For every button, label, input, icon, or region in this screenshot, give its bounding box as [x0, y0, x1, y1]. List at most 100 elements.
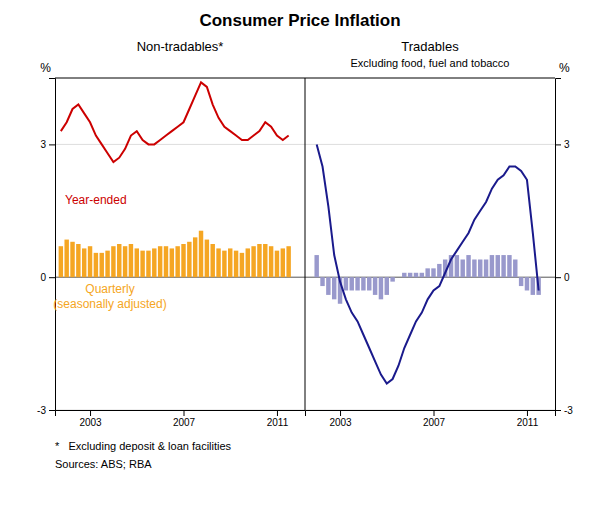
x-axis: 200320072011: [306, 410, 556, 428]
bar: [496, 255, 500, 277]
series-label: Year-ended: [65, 193, 127, 207]
bar: [519, 277, 523, 286]
bar: [82, 248, 86, 277]
bar: [94, 253, 98, 277]
tick-label: 2003: [329, 417, 352, 428]
bar: [361, 277, 365, 290]
y-axis-label: %: [40, 61, 51, 75]
bar: [263, 244, 267, 277]
bar: [390, 277, 394, 281]
bars: [314, 255, 540, 304]
bar: [123, 246, 127, 277]
bar: [140, 251, 144, 278]
bar: [193, 237, 197, 277]
x-tick: 2003: [79, 410, 102, 428]
bar: [437, 264, 441, 277]
grid-line: [305, 144, 555, 145]
axis-line: [306, 411, 556, 417]
y-axis-label: %: [559, 61, 570, 75]
panel: 2003 2007 2011 -3 0 3: [37, 78, 305, 428]
bar: [275, 251, 279, 278]
y-tick: -3: [555, 405, 573, 416]
bar: [152, 248, 156, 277]
bar: [425, 268, 429, 277]
series-label-line: (seasonally adjusted): [53, 297, 166, 311]
bar: [420, 273, 424, 277]
bar: [228, 248, 232, 277]
axis-line: [556, 79, 562, 411]
bar: [379, 277, 383, 299]
frame-top: [305, 78, 555, 79]
panel: 200320072011 -3 0 3: [305, 78, 573, 428]
bar: [478, 259, 482, 277]
bar: [501, 255, 505, 277]
bar: [59, 246, 63, 277]
y-tick: 0: [555, 272, 570, 283]
bar: [455, 255, 459, 277]
tick-label: 2011: [267, 417, 289, 428]
y-axis: -3 0 3: [37, 79, 55, 416]
bar: [76, 244, 80, 277]
grid: [55, 144, 305, 410]
footnote: Sources: ABS; RBA: [55, 458, 152, 470]
chart-svg: Consumer Price Inflation200320072011-303…: [0, 0, 600, 512]
bar: [320, 277, 324, 286]
tick-mark: [49, 410, 55, 411]
bar: [332, 277, 336, 299]
line: [61, 82, 289, 162]
bar: [146, 251, 150, 278]
tick-label: -3: [564, 405, 573, 416]
bars: [59, 231, 291, 277]
y-tick: 0: [40, 272, 55, 283]
bar: [88, 246, 92, 277]
bar: [70, 242, 74, 277]
tick-label: 0: [40, 272, 46, 283]
series-label-line: Quarterly: [85, 282, 134, 296]
bar: [490, 255, 494, 277]
frame-top: [55, 78, 305, 79]
x-tick: 2011: [267, 410, 289, 428]
y-tick: 3: [40, 139, 55, 150]
bar: [117, 244, 121, 277]
x-axis: 2003 2007 2011: [56, 410, 306, 428]
bar: [355, 277, 359, 290]
axis-line: [56, 411, 306, 417]
bar: [373, 277, 377, 295]
y-tick: 3: [555, 139, 570, 150]
bar: [111, 246, 115, 277]
tick-label: 2007: [173, 417, 196, 428]
panel-divider: [305, 78, 306, 410]
bar: [326, 277, 330, 295]
tick-label: -3: [37, 405, 46, 416]
plot-area: [59, 82, 291, 277]
bar: [408, 273, 412, 277]
bar: [385, 277, 389, 295]
bar: [466, 255, 470, 277]
bar: [100, 253, 104, 277]
footnote: * Excluding deposit & loan facilities: [55, 440, 232, 452]
tick-label: 3: [564, 139, 570, 150]
bar: [234, 251, 238, 278]
bar: [158, 246, 162, 277]
bar: [205, 240, 209, 278]
grid: [305, 144, 555, 410]
series-label-line: Year-ended: [65, 193, 127, 207]
tick-mark: [555, 144, 561, 145]
bar: [460, 259, 464, 277]
bar: [210, 244, 214, 277]
bar: [129, 244, 133, 277]
bar: [414, 273, 418, 277]
grid-line: [55, 144, 305, 145]
bar: [350, 277, 354, 290]
bar: [216, 248, 220, 277]
tick-mark: [184, 410, 185, 416]
panel-title: Tradables: [401, 39, 459, 54]
bar: [472, 259, 476, 277]
bar: [513, 259, 517, 277]
x-tick: 2007: [173, 410, 196, 428]
tick-mark: [527, 410, 528, 416]
bar: [286, 246, 290, 277]
bar: [484, 259, 488, 277]
bar: [344, 277, 348, 290]
bar: [199, 231, 203, 277]
